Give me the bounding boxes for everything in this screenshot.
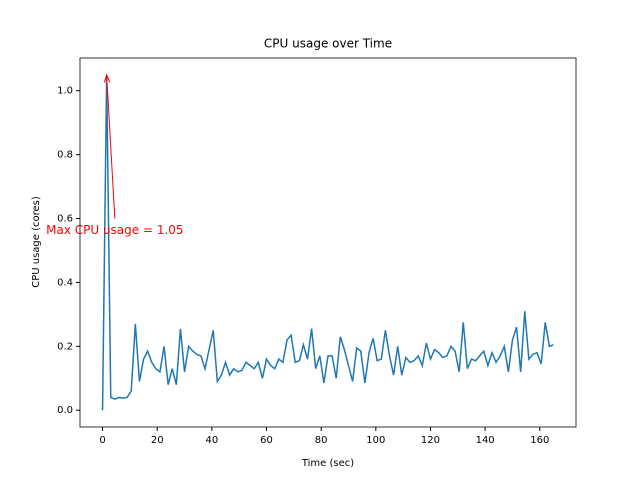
x-axis-label: Time (sec) xyxy=(301,458,354,469)
y-tick-label: 0.6 xyxy=(57,214,73,225)
annotation-text: Max CPU usage = 1.05 xyxy=(46,223,183,237)
x-tick-label: 60 xyxy=(260,435,273,446)
annotation-arrowhead xyxy=(103,73,111,83)
line xyxy=(101,74,554,411)
y-tick-label: 0.8 xyxy=(57,150,73,161)
y-axis-label: CPU usage (cores) xyxy=(31,196,42,288)
x-tick-label: 120 xyxy=(421,435,440,446)
y-tick-label: 0.0 xyxy=(57,405,73,416)
y-tick-label: 0.2 xyxy=(57,341,73,352)
plot-frame xyxy=(79,57,577,428)
y-tick-label: 0.4 xyxy=(57,277,73,288)
x-tick-label: 40 xyxy=(205,435,218,446)
x-tick-label: 80 xyxy=(315,435,328,446)
y-tick-label: 1.0 xyxy=(57,86,73,97)
x-tick-label: 160 xyxy=(530,435,549,446)
x-tick-label: 140 xyxy=(476,435,495,446)
x-tick-label: 0 xyxy=(99,435,105,446)
chart-title: CPU usage over Time xyxy=(264,37,392,51)
x-tick-label: 100 xyxy=(366,435,385,446)
x-tick-label: 20 xyxy=(151,435,164,446)
annotation-arrow xyxy=(106,74,116,219)
